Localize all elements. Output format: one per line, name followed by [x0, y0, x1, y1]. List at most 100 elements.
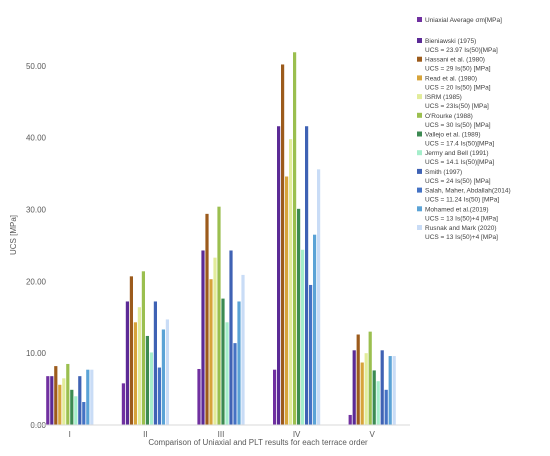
legend-label: Hassani et al. (1980)	[425, 57, 485, 64]
bar	[66, 363, 70, 425]
y-tick-label: 10.00	[26, 349, 47, 358]
legend-formula: UCS = 17.4 Is(50)[MPa]	[425, 141, 494, 148]
x-tick-label: III	[218, 430, 225, 439]
legend-label: Salah, Maher, Abdallah(2014)	[425, 188, 511, 195]
bar	[86, 369, 90, 425]
bar	[384, 389, 388, 425]
bar	[305, 126, 309, 426]
bar	[225, 322, 229, 425]
legend-label: Jermy and Bell (1991)	[425, 150, 489, 157]
legend-swatch	[417, 17, 422, 22]
bar	[277, 126, 281, 426]
bar	[364, 353, 368, 425]
bar	[141, 271, 145, 425]
bars	[46, 52, 396, 426]
bar	[58, 384, 62, 425]
bar	[161, 329, 165, 425]
x-tick-label: II	[143, 430, 147, 439]
bar	[229, 250, 233, 425]
bar	[241, 274, 245, 425]
x-tick-label: IV	[293, 430, 301, 439]
bar	[233, 343, 237, 425]
bar	[78, 376, 82, 425]
legend-label: Read et al. (1980)	[425, 75, 477, 82]
legend-swatch	[417, 168, 422, 174]
bar	[157, 367, 161, 425]
bar	[46, 376, 50, 425]
bar	[273, 369, 277, 425]
bar	[125, 301, 129, 425]
bar	[197, 368, 201, 425]
bar	[137, 307, 141, 425]
bar	[205, 213, 209, 425]
legend-swatch	[417, 38, 422, 43]
legend-label: ISRM (1985)	[425, 94, 462, 101]
bar	[90, 369, 94, 425]
bar	[313, 234, 317, 425]
bar	[209, 279, 213, 425]
legend-formula: UCS = 13 Is(50)+4 [MPa]	[425, 234, 498, 241]
legend-label: Uniaxial Average σm[MPa]	[425, 17, 502, 24]
bar	[301, 249, 305, 425]
bar	[50, 376, 54, 425]
legend-formula: UCS = 14.1 Is(50)[MPa]	[425, 159, 494, 166]
bar	[348, 414, 352, 425]
bar	[74, 396, 78, 425]
bar	[372, 370, 376, 425]
legend-label: Mohamed et al.(2019)	[425, 206, 489, 213]
x-axis-ticks: I II III IV V	[69, 430, 376, 439]
legend-formula: UCS = 20 Is(50) [MPa]	[425, 84, 491, 91]
legend-swatch	[417, 187, 422, 193]
bar	[281, 64, 285, 426]
bar	[368, 331, 372, 425]
bar	[145, 335, 149, 425]
bar	[293, 52, 297, 425]
bar	[289, 139, 293, 425]
y-tick-label: 30.00	[26, 206, 47, 215]
bar	[317, 169, 321, 425]
bar	[221, 298, 225, 425]
legend-label: Rusnak and Mark (2020)	[425, 225, 497, 232]
legend-swatch	[417, 94, 422, 100]
legend-swatch	[417, 150, 422, 156]
legend-label: Bieniawski (1975)	[425, 38, 476, 45]
legend-formula: UCS = 23Is(50) [MPa]	[425, 103, 489, 110]
bar	[297, 208, 301, 425]
bar	[82, 402, 86, 425]
legend-swatch	[417, 112, 422, 118]
legend-label: O'Rourke (1988)	[425, 113, 473, 120]
bar	[165, 319, 169, 425]
bar	[121, 383, 125, 425]
bar	[388, 356, 392, 425]
legend-formula: UCS = 23.97 Is(50)[MPa]	[425, 47, 498, 54]
bar	[149, 352, 153, 425]
legend-formula: UCS = 24 Is(50) [MPa]	[425, 178, 491, 185]
x-tick-label: V	[370, 430, 376, 439]
bar	[129, 276, 133, 425]
legend: Uniaxial Average σm[MPa] Bieniawski (1975…	[417, 17, 511, 241]
x-axis-title: Comparison of Uniaxial and PLT results f…	[148, 438, 368, 447]
bar	[376, 381, 380, 425]
legend-swatch	[417, 75, 422, 81]
bar	[201, 250, 205, 425]
legend-formula: UCS = 11.24 Is(50) [MPa]	[425, 197, 499, 204]
y-tick-label: 40.00	[26, 134, 47, 143]
bar	[62, 378, 66, 425]
legend-swatch	[417, 56, 422, 62]
bar	[360, 362, 364, 425]
bar	[356, 334, 360, 425]
legend-formula: UCS = 30 Is(50) [MPa]	[425, 122, 491, 129]
bar	[217, 206, 221, 425]
bar	[352, 350, 356, 425]
bar	[380, 350, 384, 425]
legend-swatch	[417, 225, 422, 230]
y-axis-title: UCS [MPa]	[9, 215, 18, 255]
bar	[70, 389, 74, 425]
bar	[133, 322, 137, 425]
bar	[309, 284, 313, 425]
legend-label: Smith (1997)	[425, 169, 462, 176]
x-tick-label: I	[69, 430, 71, 439]
bar	[213, 257, 217, 425]
y-tick-label: 50.00	[26, 62, 47, 71]
